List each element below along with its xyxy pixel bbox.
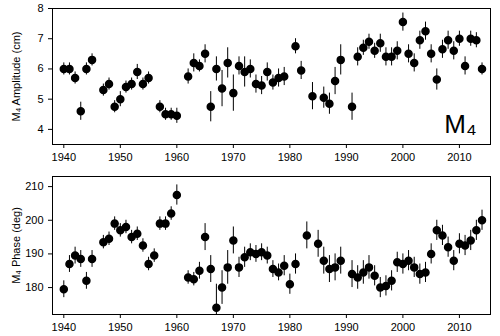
svg-text:M₄ Phase (deg): M₄ Phase (deg) (10, 207, 22, 284)
svg-text:6: 6 (37, 62, 43, 74)
svg-text:1960: 1960 (165, 321, 189, 333)
svg-text:1990: 1990 (334, 151, 358, 163)
svg-text:1950: 1950 (108, 321, 132, 333)
svg-text:M₄: M₄ (444, 109, 476, 139)
svg-text:2000: 2000 (391, 321, 415, 333)
svg-text:2010: 2010 (447, 151, 471, 163)
svg-text:1960: 1960 (165, 151, 189, 163)
svg-text:1970: 1970 (221, 321, 245, 333)
svg-text:1980: 1980 (278, 321, 302, 333)
svg-text:1940: 1940 (52, 321, 76, 333)
svg-text:2000: 2000 (391, 151, 415, 163)
svg-text:2010: 2010 (447, 321, 471, 333)
svg-text:1970: 1970 (221, 151, 245, 163)
svg-text:8: 8 (37, 2, 43, 14)
svg-text:1940: 1940 (52, 151, 76, 163)
svg-text:190: 190 (25, 247, 43, 259)
svg-text:7: 7 (37, 32, 43, 44)
svg-text:5: 5 (37, 93, 43, 105)
svg-text:M₄ Amplitude (cm): M₄ Amplitude (cm) (10, 31, 22, 121)
svg-text:1990: 1990 (334, 321, 358, 333)
svg-text:4: 4 (37, 123, 43, 135)
svg-text:180: 180 (25, 281, 43, 293)
svg-text:1980: 1980 (278, 151, 302, 163)
svg-text:210: 210 (25, 180, 43, 192)
svg-text:200: 200 (25, 214, 43, 226)
svg-text:1950: 1950 (108, 151, 132, 163)
